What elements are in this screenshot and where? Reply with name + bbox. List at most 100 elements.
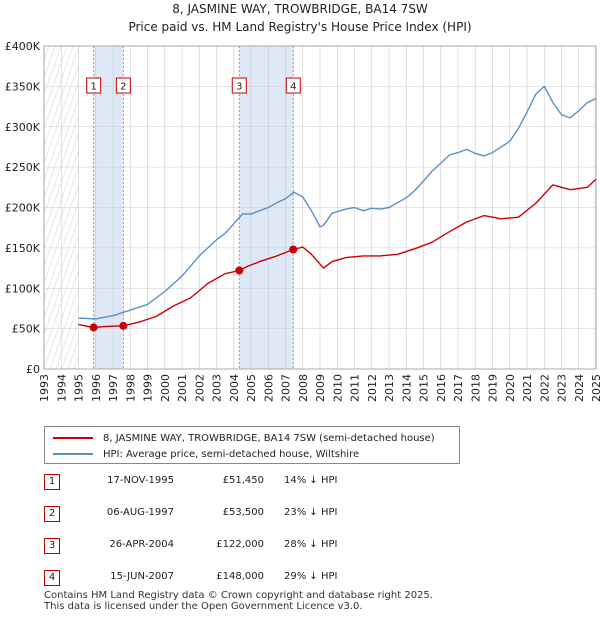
y-tick-label: £200K [5,202,41,215]
y-tick-label: £50K [12,323,41,336]
transaction-hpi: 23% ↓ HPI [284,507,338,518]
x-tick-label: 2014 [400,374,413,402]
transaction-hpi: 14% ↓ HPI [284,475,338,486]
transaction-number-box [115,77,131,94]
legend-label-hpi: HPI: Average price, semi-detached house,… [103,448,360,460]
hatch-line [49,286,79,369]
y-tick-label: £400K [5,40,41,53]
y-tick-label: £0 [26,363,40,376]
x-tick-label: 2015 [418,374,431,402]
transaction-price: £51,450 [222,475,264,486]
hatch-line [44,235,79,336]
y-tick-label: £300K [5,121,41,134]
hatch-line [44,80,79,182]
footer-licence: This data is licensed under the Open Gov… [44,601,363,612]
x-tick-label: 2023 [556,374,569,402]
hatch-line [44,252,79,353]
transaction-number: 3 [44,538,60,554]
x-tick-label: 2001 [176,374,189,402]
transaction-price: £122,000 [216,539,264,550]
x-tick-label: 2003 [211,374,224,402]
transaction-number-box [285,77,301,94]
x-tick-label: 2007 [280,374,293,402]
x-tick-label: 2016 [435,374,448,402]
chart-subtitle: Price paid vs. HM Land Registry's House … [128,20,471,34]
chart-title: 8, JASMINE WAY, TROWBRIDGE, BA14 7SW [172,2,428,16]
transaction-number-label: 4 [290,82,296,93]
property-price-line [78,178,597,329]
table-row: 2 06-AUG-1997 £53,500 23% ↓ HPI [44,506,444,524]
transaction-price: £148,000 [216,571,264,582]
hatch-line [44,63,79,165]
transaction-number: 4 [44,570,60,586]
transaction-point [235,266,244,275]
y-tick-label: £150K [5,242,41,255]
x-tick-label: 2022 [538,374,551,402]
transaction-number-box [231,77,247,94]
legend-swatch-hpi [53,453,93,455]
plot-area: £0 £50K £100K £150K £200K £250K £300K £350K £400… [5,40,600,402]
footer-copyright: Contains HM Land Registry data © Crown c… [44,590,433,601]
y-tick-label: £350K [5,80,41,93]
footer-notice: Contains HM Land Registry data © Crown c… [44,590,433,612]
x-tick-label: 1998 [124,374,137,402]
table-row: 4 15-JUN-2007 £148,000 29% ↓ HPI [44,570,444,588]
hatch-line [44,46,74,130]
x-tick-label: 2006 [262,374,275,402]
transaction-hpi: 29% ↓ HPI [284,571,338,582]
transaction-point [89,323,98,332]
x-tick-label: 2011 [349,374,362,402]
plot-frame [43,45,597,370]
price-chart: 8, JASMINE WAY, TROWBRIDGE, BA14 7SW Pri… [5,2,600,402]
hatch-line [44,269,79,369]
x-tick-label: 2013 [383,374,396,402]
transaction-point [289,245,298,254]
transaction-number-label: 2 [120,82,126,93]
x-tick-label: 2002 [193,374,206,402]
x-tick-label: 2005 [245,374,258,402]
transaction-point [119,321,128,330]
x-tick-label: 2008 [297,374,310,402]
transaction-number: 1 [44,474,60,490]
chart-legend: 8, JASMINE WAY, TROWBRIDGE, BA14 7SW (se… [44,426,460,464]
table-row: 3 26-APR-2004 £122,000 28% ↓ HPI [44,538,444,556]
x-tick-label: 1999 [142,374,155,402]
y-tick-label: £250K [5,161,41,174]
x-tick-label: 1997 [107,374,120,402]
x-tick-label: 2004 [228,374,241,402]
x-tick-label: 2025 [590,374,600,402]
legend-swatch-property [53,437,93,439]
transaction-date: 26-APR-2004 [109,539,174,550]
transaction-number-label: 3 [236,82,242,93]
x-tick-label: 1994 [55,374,68,402]
table-row: 1 17-NOV-1995 £51,450 14% ↓ HPI [44,474,444,492]
x-tick-label: 2012 [366,374,379,402]
transaction-number-box [86,77,102,94]
hatch-line [55,303,79,369]
legend-item-hpi: HPI: Average price, semi-detached house,… [53,447,359,461]
transaction-hpi: 28% ↓ HPI [284,539,338,550]
transaction-number-label: 1 [90,82,96,93]
hpi-line [78,85,597,320]
x-tick-label: 2000 [159,374,172,402]
x-tick-label: 2010 [331,374,344,402]
hatch-line [44,46,68,113]
transaction-date: 17-NOV-1995 [107,475,174,486]
transaction-number: 2 [44,506,60,522]
x-tick-label: 2020 [504,374,517,402]
x-tick-label: 2018 [469,374,482,402]
hatch-line [44,218,79,319]
y-tick-label: £100K [5,282,41,295]
transaction-price: £53,500 [222,507,264,518]
legend-item-property: 8, JASMINE WAY, TROWBRIDGE, BA14 7SW (se… [53,431,435,445]
x-tick-label: 1996 [90,374,103,402]
x-tick-label: 2021 [521,374,534,402]
x-tick-label: 2024 [573,374,586,402]
x-tick-label: 2009 [314,374,327,402]
transaction-date: 15-JUN-2007 [110,571,174,582]
x-tick-label: 1993 [38,374,51,402]
x-tick-label: 2019 [487,374,500,402]
transaction-date: 06-AUG-1997 [106,507,174,518]
x-tick-label: 2017 [452,374,465,402]
x-tick-label: 1995 [73,374,86,402]
